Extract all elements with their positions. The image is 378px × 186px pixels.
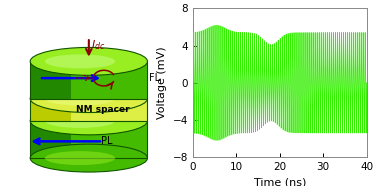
Polygon shape [71,99,147,121]
Ellipse shape [45,92,115,105]
Ellipse shape [30,85,147,113]
Polygon shape [30,99,71,121]
Text: NM spacer: NM spacer [76,105,130,114]
Ellipse shape [45,114,115,128]
Polygon shape [30,61,71,99]
Ellipse shape [30,144,147,172]
Text: PL: PL [101,136,112,146]
Text: $I_{dc}$: $I_{dc}$ [91,38,106,52]
Ellipse shape [30,47,147,75]
Polygon shape [71,121,147,158]
Polygon shape [30,121,71,158]
Ellipse shape [30,107,147,135]
Polygon shape [71,61,147,99]
Y-axis label: Voltage (mV): Voltage (mV) [157,46,167,119]
Ellipse shape [45,151,115,165]
X-axis label: Time (ns): Time (ns) [254,178,306,186]
Text: FL: FL [149,73,160,83]
Ellipse shape [45,54,115,68]
